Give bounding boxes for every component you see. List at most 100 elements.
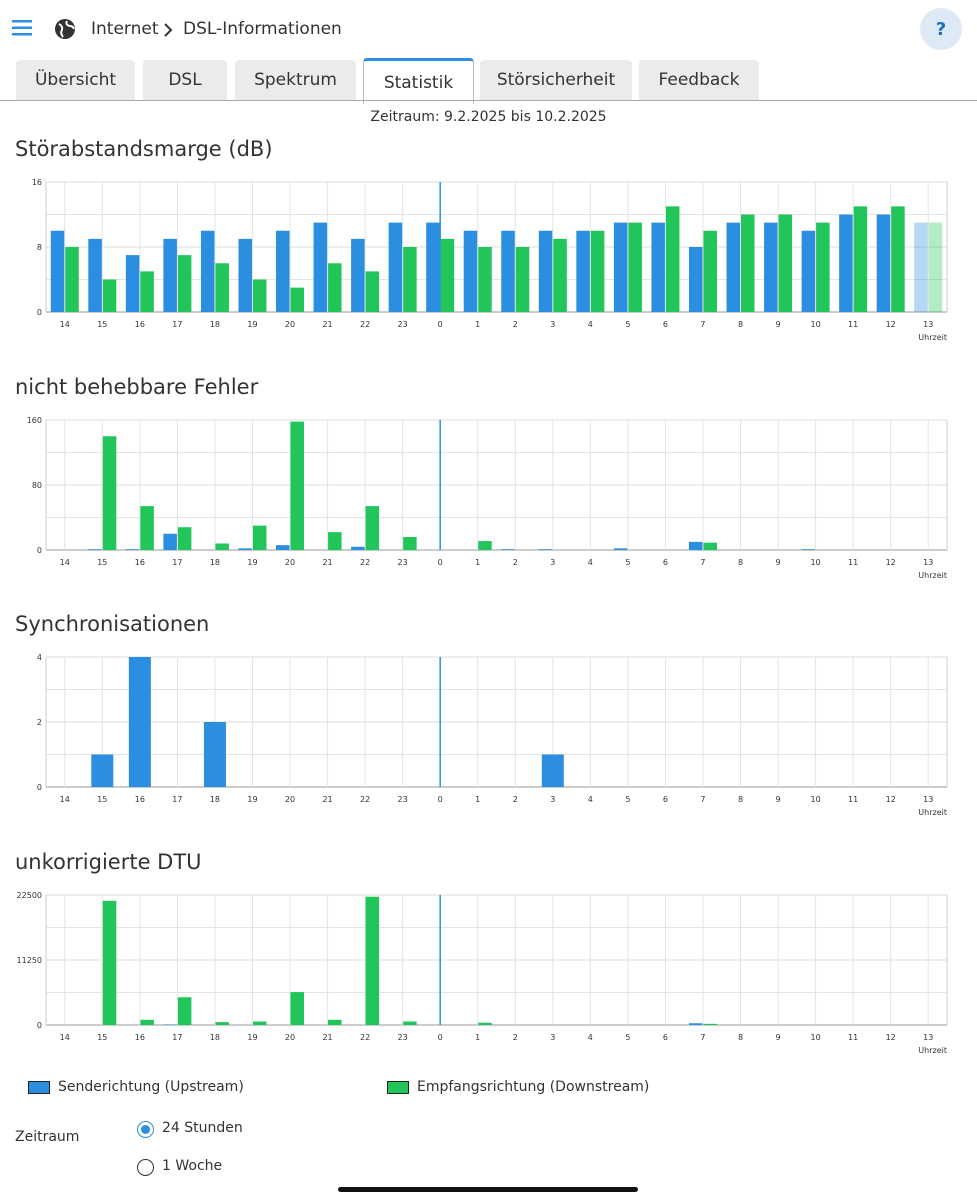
bar xyxy=(538,548,553,550)
x-tick-label: 17 xyxy=(172,795,182,804)
y-tick-label: 0 xyxy=(37,783,42,792)
tab[interactable]: DSL xyxy=(143,60,227,100)
x-tick-label: 18 xyxy=(210,795,220,804)
bar xyxy=(88,238,102,312)
x-tick-label: 3 xyxy=(550,558,555,567)
bar xyxy=(463,230,478,312)
bar xyxy=(163,238,177,312)
x-tick-label: 22 xyxy=(360,1033,370,1042)
x-tick-label: 0 xyxy=(438,795,443,804)
bar xyxy=(726,222,741,312)
x-tick-label: 19 xyxy=(247,320,257,329)
bar xyxy=(876,214,891,312)
bar xyxy=(125,255,140,312)
bar xyxy=(50,230,65,312)
x-tick-label: 7 xyxy=(700,1033,705,1042)
bar xyxy=(65,247,79,312)
x-tick-label: 6 xyxy=(663,795,668,804)
bar xyxy=(215,263,229,312)
radio-button[interactable] xyxy=(137,1121,154,1138)
radio-label[interactable]: 24 Stunden xyxy=(162,1120,243,1136)
bar xyxy=(816,222,830,312)
x-tick-label: 21 xyxy=(322,1033,332,1042)
bar xyxy=(665,206,680,312)
x-tick-label: 12 xyxy=(886,320,896,329)
y-tick-label: 4 xyxy=(37,653,42,662)
x-tick-label: 13 xyxy=(923,795,933,804)
tab[interactable]: Störsicherheit xyxy=(480,60,632,100)
y-tick-label: 80 xyxy=(32,481,42,490)
x-tick-label: 16 xyxy=(135,1033,145,1042)
x-tick-label: 23 xyxy=(398,795,408,804)
bar xyxy=(328,1019,342,1025)
bar xyxy=(853,206,868,312)
bar xyxy=(613,222,628,312)
bar xyxy=(590,230,605,312)
x-tick-label: 2 xyxy=(513,558,518,567)
bar xyxy=(351,546,365,550)
tab[interactable]: Übersicht xyxy=(16,60,135,100)
tab[interactable]: Feedback xyxy=(639,60,759,100)
breadcrumb-page: DSL-Informationen xyxy=(183,19,342,39)
bar xyxy=(88,548,102,550)
bar xyxy=(403,1021,417,1025)
x-tick-label: 14 xyxy=(60,1033,70,1042)
x-tick-label: 3 xyxy=(550,795,555,804)
home-indicator xyxy=(338,1187,638,1192)
bar xyxy=(914,222,928,312)
bar xyxy=(140,271,154,312)
chart-title: unkorrigierte DTU xyxy=(15,850,202,874)
bar xyxy=(215,543,229,550)
bar xyxy=(651,222,665,312)
bar xyxy=(741,214,755,312)
legend-swatch xyxy=(387,1081,409,1094)
bar xyxy=(538,230,553,312)
chart-title: Synchronisationen xyxy=(15,612,209,636)
bar xyxy=(252,525,267,550)
bar xyxy=(801,230,816,312)
x-tick-label: 16 xyxy=(135,558,145,567)
x-tick-label: 4 xyxy=(588,320,593,329)
breadcrumb-section[interactable]: Internet xyxy=(91,19,159,39)
x-tick-label: 10 xyxy=(811,1033,821,1042)
radio-button[interactable] xyxy=(137,1159,154,1176)
bar xyxy=(703,1023,717,1025)
bar xyxy=(365,505,380,550)
x-tick-label: 22 xyxy=(360,795,370,804)
x-tick-label: 0 xyxy=(438,1033,443,1042)
bar xyxy=(801,548,816,550)
x-tick-label: 20 xyxy=(285,320,295,329)
bar xyxy=(778,214,793,312)
x-tick-label: 13 xyxy=(923,558,933,567)
x-tick-label: 9 xyxy=(776,320,781,329)
y-tick-label: 0 xyxy=(37,1021,42,1030)
radio-dot xyxy=(141,1125,150,1134)
x-axis-label: Uhrzeit xyxy=(918,808,947,817)
bar xyxy=(125,548,140,550)
bar xyxy=(177,526,192,550)
bar xyxy=(102,435,117,550)
bar xyxy=(365,896,380,1025)
x-tick-label: 8 xyxy=(738,320,743,329)
bar xyxy=(688,1022,703,1025)
tab[interactable]: Spektrum xyxy=(235,60,356,100)
radio-label[interactable]: 1 Woche xyxy=(162,1158,223,1174)
tab[interactable]: Statistik xyxy=(363,58,474,104)
x-tick-label: 20 xyxy=(285,795,295,804)
menu-icon[interactable] xyxy=(12,18,34,38)
bar xyxy=(388,222,403,312)
x-tick-label: 16 xyxy=(135,320,145,329)
bar xyxy=(313,222,328,312)
globe-icon xyxy=(55,19,75,39)
x-tick-label: 18 xyxy=(210,1033,220,1042)
bar xyxy=(478,540,492,550)
x-tick-label: 0 xyxy=(438,558,443,567)
x-tick-label: 18 xyxy=(210,320,220,329)
x-tick-label: 9 xyxy=(776,558,781,567)
bar xyxy=(252,1021,267,1025)
bar xyxy=(688,247,703,312)
help-button[interactable]: ? xyxy=(920,8,962,50)
